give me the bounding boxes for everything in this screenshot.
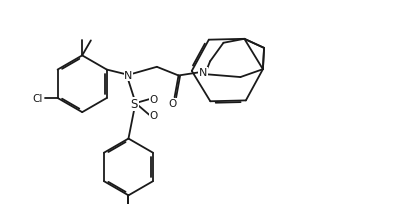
Text: O: O <box>149 110 158 120</box>
Text: S: S <box>131 98 138 111</box>
Text: N: N <box>124 71 133 81</box>
Text: O: O <box>149 95 158 105</box>
Text: N: N <box>199 68 207 78</box>
Text: Cl: Cl <box>33 93 43 103</box>
Text: O: O <box>168 99 177 109</box>
